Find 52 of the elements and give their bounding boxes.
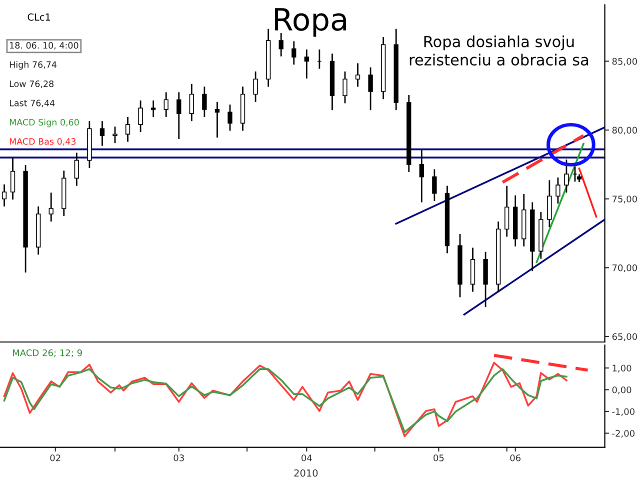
candlestick: [138, 100, 143, 132]
annotation: 18. 06. 10, 4:00: [10, 42, 78, 50]
annotation: Last 76,44: [10, 100, 55, 108]
y-tick-label: 65,00: [612, 333, 637, 341]
annotation: MACD Sign 0,60: [10, 118, 79, 128]
candlestick: [564, 160, 569, 193]
y-tick-label: 80,00: [612, 126, 637, 135]
y-tick-label: -1,00: [612, 408, 635, 416]
x-tick-label: 04: [302, 454, 312, 462]
candlestick: [202, 86, 207, 117]
y-tick-label: 85,00: [612, 58, 637, 66]
candlestick: [48, 192, 54, 222]
y-tick-label: -2,00: [612, 430, 635, 438]
candlestick: [176, 92, 182, 139]
y-tick-label: 70,00: [612, 264, 637, 272]
y-tick-label: 1,00: [612, 364, 632, 372]
x-tick-label: 05: [434, 454, 444, 462]
candlestick: [228, 104, 232, 131]
chart-title: Ropa: [275, 8, 346, 37]
annotation: CLc1: [28, 13, 50, 21]
candlestick: [112, 126, 118, 144]
candlestick: [342, 72, 348, 104]
candlestick: [504, 186, 510, 237]
x-tick-label: 02: [50, 454, 60, 462]
x-tick-label: 03: [174, 454, 184, 462]
candlestick: [556, 178, 560, 204]
candlestick: [292, 41, 296, 65]
candlestick: [100, 121, 105, 146]
candlestick: [419, 150, 424, 202]
candlestick: [368, 67, 373, 110]
candlestick: [74, 152, 79, 186]
candlestick: [150, 100, 156, 117]
candlestick: [10, 158, 16, 200]
y-tick-label: 75,00: [612, 196, 637, 204]
candlestick: [547, 180, 552, 228]
candlestick: [189, 84, 194, 122]
candlestick: [214, 102, 220, 138]
y-tick-label: 0,00: [612, 386, 632, 394]
candlestick: [125, 116, 130, 142]
x-tick-label: 06: [510, 454, 521, 462]
candlestick: [432, 169, 437, 201]
annotation: Ropa dosiahla svoju rezistenciu a obracia sa: [410, 35, 588, 66]
annotation: High 76,74: [10, 61, 57, 70]
annotation: MACD 26; 12; 9: [12, 349, 82, 358]
candlestick: [164, 92, 168, 117]
candlestick: [304, 50, 309, 78]
x-axis-title: 2010: [294, 469, 318, 477]
annotation: MACD Bas 0,43: [10, 138, 76, 146]
candlestick: [2, 184, 7, 206]
candlestick: [253, 72, 258, 102]
candlestick: [355, 63, 360, 87]
annotation: Low 76,28: [10, 80, 54, 88]
